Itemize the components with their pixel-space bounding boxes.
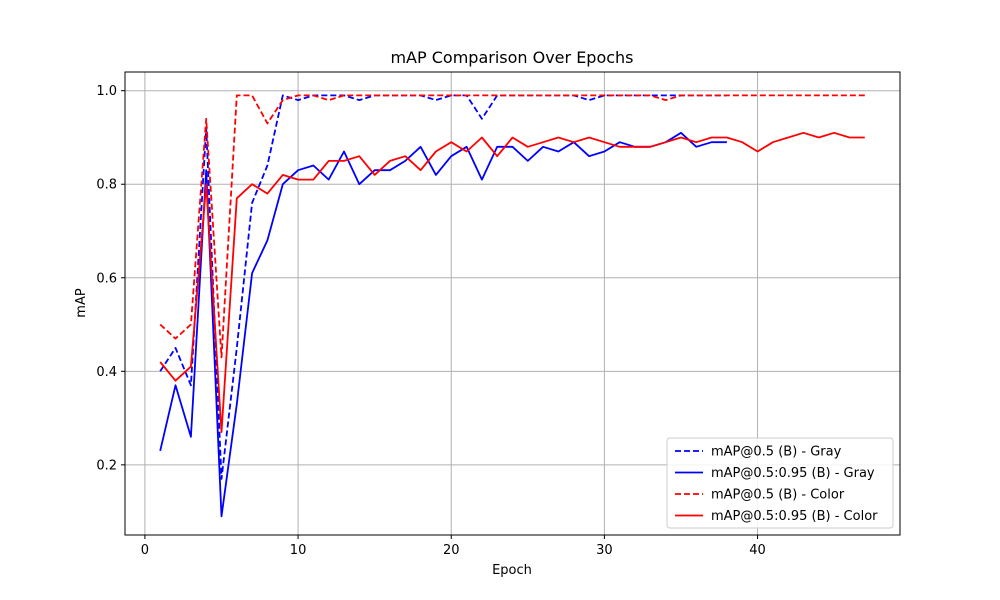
plot-frame [124,71,901,536]
legend-label: mAP@0.5:0.95 (B) - Color [711,509,878,524]
series-lines [159,94,865,518]
y-axis-title: mAP [74,288,89,318]
grid [125,72,900,535]
legend-label: mAP@0.5 (B) - Color [711,488,845,503]
x-tick-label: 30 [596,543,613,558]
y-tick-label: 0.4 [96,365,117,380]
y-tick-label: 1.0 [96,84,117,99]
axis-ticks: 0 10 20 30 40 0.2 0.4 0.6 0.8 1.0 [96,84,766,558]
legend-label: mAP@0.5 (B) - Gray [711,445,842,460]
x-axis-title: Epoch [492,563,532,578]
x-tick-label: 0 [141,543,149,558]
chart-title: mAP Comparison Over Epochs [390,48,633,67]
y-tick-label: 0.2 [96,458,117,473]
series-line-3 [159,94,865,359]
legend-label: mAP@0.5:0.95 (B) - Gray [711,466,875,481]
x-tick-label: 10 [290,543,307,558]
legend: mAP@0.5 (B) - Gray mAP@0.5:0.95 (B) - Gra… [666,437,894,529]
y-tick-label: 0.8 [96,178,117,193]
x-tick-label: 20 [443,543,460,558]
y-tick-label: 0.6 [96,271,117,286]
legend-box [666,437,894,529]
x-tick-label: 40 [749,543,766,558]
series-line-4 [159,131,865,434]
